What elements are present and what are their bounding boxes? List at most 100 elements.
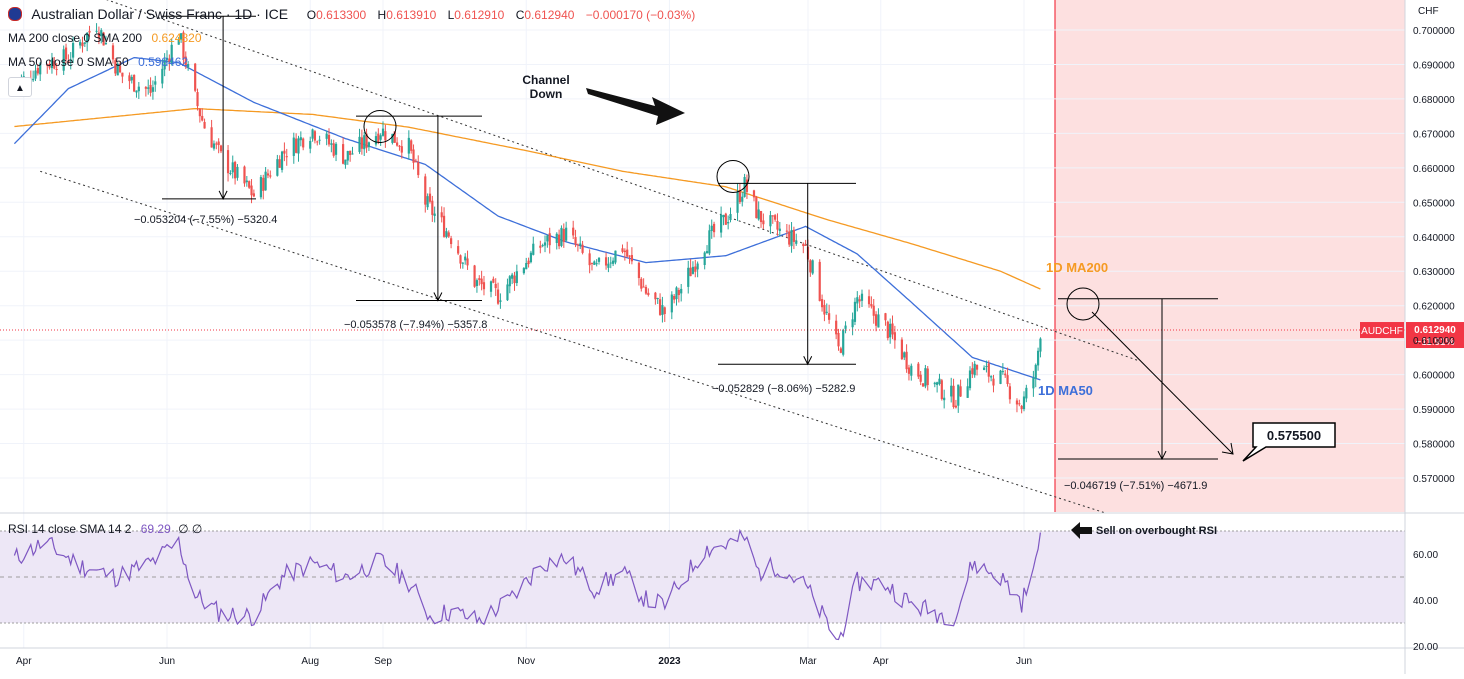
candle[interactable] [231,155,234,179]
candle[interactable] [212,140,216,151]
candle[interactable] [917,361,920,380]
candle[interactable] [795,233,798,246]
candle[interactable] [426,193,429,210]
candle[interactable] [442,207,446,238]
candle[interactable] [367,141,371,151]
candle[interactable] [663,306,666,322]
candle[interactable] [102,31,105,46]
candle[interactable] [755,195,758,219]
candle[interactable] [872,298,875,324]
candle[interactable] [729,207,732,223]
candle[interactable] [475,278,479,293]
candle[interactable] [165,50,169,67]
candle[interactable] [926,365,929,391]
symbol-title[interactable]: Australian Dollar / Swiss Franc · 1D · I… [31,6,289,22]
candle[interactable] [572,220,575,240]
candle[interactable] [424,173,427,213]
ma200-legend[interactable]: MA 200 close 0 SMA 200 0.624820 [8,31,202,45]
rsi-line[interactable] [13,528,1041,641]
candle[interactable] [478,275,481,286]
candle[interactable] [381,121,385,137]
candle[interactable] [219,144,223,154]
candle[interactable] [187,61,190,71]
candle[interactable] [511,272,514,285]
candle[interactable] [39,62,42,82]
candle[interactable] [276,154,279,177]
candle[interactable] [332,139,335,158]
candle[interactable] [851,312,854,336]
candle[interactable] [919,371,922,386]
candle[interactable] [856,291,859,312]
candle[interactable] [365,128,368,153]
candle[interactable] [506,278,509,301]
candle[interactable] [464,253,467,265]
candle[interactable] [776,213,779,236]
candle[interactable] [1015,398,1019,413]
candle[interactable] [673,293,676,304]
candle[interactable] [818,259,821,302]
candle[interactable] [543,235,547,253]
candle[interactable] [626,241,629,258]
candle[interactable] [762,213,765,230]
candle[interactable] [680,283,683,302]
candle[interactable] [445,227,448,239]
target-callout[interactable]: 0.575500 [1242,422,1336,462]
candle[interactable] [710,219,713,239]
candle[interactable] [417,155,420,179]
candle[interactable] [407,130,410,160]
candle[interactable] [410,139,413,154]
candle[interactable] [32,70,35,82]
candle[interactable] [809,259,812,277]
candle[interactable] [50,52,54,74]
candle[interactable] [299,131,302,147]
candle[interactable] [236,164,239,181]
candle[interactable] [565,221,568,242]
candle[interactable] [853,297,857,326]
candle[interactable] [161,60,164,89]
candle[interactable] [400,140,403,159]
candle[interactable] [168,54,171,71]
candle[interactable] [111,42,115,64]
candle[interactable] [428,187,432,204]
candle[interactable] [933,381,936,388]
candle[interactable] [243,165,246,187]
candle[interactable] [482,275,486,296]
candle[interactable] [874,311,878,332]
collapse-legend-button[interactable]: ▲ [8,77,32,97]
candle[interactable] [151,80,155,100]
candle[interactable] [461,262,464,269]
candle[interactable] [745,174,749,199]
symbol-tag[interactable] [1360,322,1404,339]
candle[interactable] [738,183,741,205]
candle[interactable] [1039,337,1042,358]
candle[interactable] [785,223,788,238]
candle[interactable] [285,148,288,166]
candle[interactable] [752,189,756,202]
candle[interactable] [696,261,699,278]
candle[interactable] [637,261,641,286]
candle[interactable] [522,267,525,275]
candle[interactable] [295,133,298,154]
candle[interactable] [921,383,925,387]
candle[interactable] [802,242,805,254]
candle[interactable] [839,346,842,354]
ma50-legend[interactable]: MA 50 close 0 SMA 50 0.598462 [8,55,188,69]
candle[interactable] [473,264,476,288]
candle[interactable] [971,362,974,379]
candle[interactable] [149,77,152,97]
candle[interactable] [924,364,927,389]
candle[interactable] [358,128,361,154]
candle[interactable] [825,303,828,315]
candle[interactable] [973,360,976,378]
candle[interactable] [36,64,39,76]
candle[interactable] [525,257,528,270]
candle[interactable] [860,289,864,308]
candle[interactable] [886,320,889,341]
candle[interactable] [83,42,86,47]
candle[interactable] [952,378,955,409]
candle[interactable] [46,63,49,74]
candle[interactable] [647,288,650,297]
candle[interactable] [496,282,500,305]
candle[interactable] [513,271,516,291]
candle[interactable] [720,206,723,238]
